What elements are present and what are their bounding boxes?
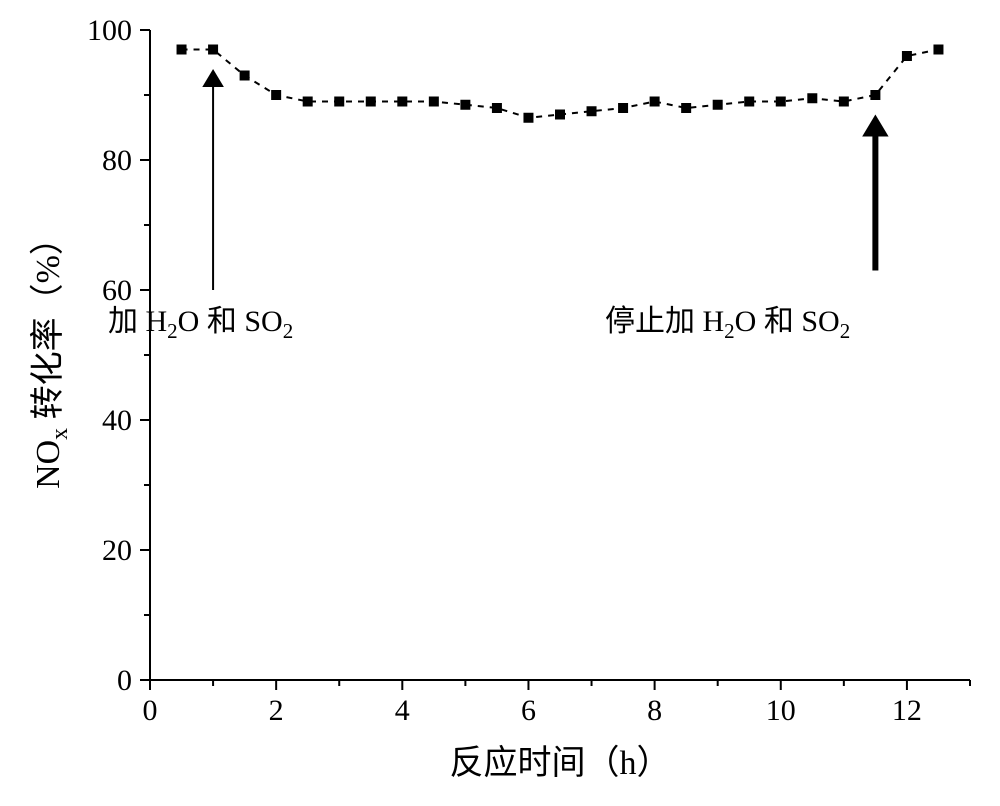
y-axis-label: NOx 转化率（%） bbox=[20, 105, 74, 605]
data-marker bbox=[776, 97, 786, 107]
y-axis-label-group: NOx 转化率（%） bbox=[20, 105, 80, 605]
data-marker bbox=[744, 97, 754, 107]
data-marker bbox=[870, 90, 880, 100]
data-marker bbox=[366, 97, 376, 107]
data-marker bbox=[177, 45, 187, 55]
data-marker bbox=[555, 110, 565, 120]
y-tick-label: 0 bbox=[117, 664, 132, 697]
data-marker bbox=[933, 45, 943, 55]
data-marker bbox=[839, 97, 849, 107]
x-axis-label: 反应时间（h） bbox=[150, 735, 970, 784]
x-tick-label: 6 bbox=[521, 694, 536, 727]
data-marker bbox=[807, 93, 817, 103]
data-marker bbox=[429, 97, 439, 107]
chart-svg: 024681012020406080100加 H2O 和 SO2停止加 H2O … bbox=[0, 0, 1000, 806]
annotation-label: 停止加 H2O 和 SO2 bbox=[605, 296, 985, 344]
x-tick-label: 8 bbox=[647, 694, 662, 727]
data-marker bbox=[303, 97, 313, 107]
data-marker bbox=[650, 97, 660, 107]
data-marker bbox=[587, 106, 597, 116]
x-tick-label: 2 bbox=[269, 694, 284, 727]
annotation-label: 加 H2O 和 SO2 bbox=[108, 296, 488, 344]
annotation-arrow-head bbox=[862, 115, 888, 137]
data-marker bbox=[902, 51, 912, 61]
data-marker bbox=[492, 103, 502, 113]
x-tick-label: 10 bbox=[766, 694, 796, 727]
data-marker bbox=[713, 100, 723, 110]
y-tick-label: 100 bbox=[87, 14, 132, 47]
data-marker bbox=[397, 97, 407, 107]
x-tick-label: 4 bbox=[395, 694, 410, 727]
y-axis-label-wrap: NOx 转化率（%） bbox=[20, 105, 80, 605]
x-axis-label-wrap: 反应时间（h） bbox=[150, 735, 970, 795]
data-marker bbox=[460, 100, 470, 110]
annotation-label-wrap: 加 H2O 和 SO2 bbox=[108, 296, 488, 346]
data-marker bbox=[271, 90, 281, 100]
y-tick-label: 80 bbox=[102, 144, 132, 177]
annotation-label-wrap: 停止加 H2O 和 SO2 bbox=[605, 296, 985, 346]
data-marker bbox=[334, 97, 344, 107]
y-tick-label: 20 bbox=[102, 534, 132, 567]
data-marker bbox=[208, 45, 218, 55]
annotation-arrow-head bbox=[202, 69, 224, 87]
x-tick-label: 0 bbox=[143, 694, 158, 727]
data-marker bbox=[523, 113, 533, 123]
x-tick-label: 12 bbox=[892, 694, 922, 727]
data-marker bbox=[240, 71, 250, 81]
data-marker bbox=[681, 103, 691, 113]
y-tick-label: 40 bbox=[102, 404, 132, 437]
data-line bbox=[182, 50, 939, 118]
data-marker bbox=[618, 103, 628, 113]
chart-container: 024681012020406080100加 H2O 和 SO2停止加 H2O … bbox=[0, 0, 1000, 806]
